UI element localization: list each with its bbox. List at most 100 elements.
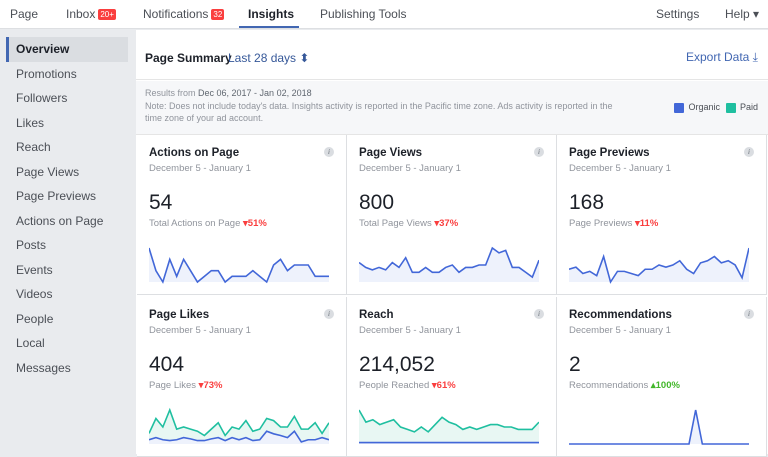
- card-label: Total Actions on Page: [149, 218, 241, 229]
- card-change: 11%: [639, 218, 659, 229]
- card-date-range: December 5 - January 1: [359, 163, 461, 174]
- sparkline-chart: [149, 407, 329, 444]
- info-icon[interactable]: i: [534, 147, 544, 157]
- settings-link[interactable]: Settings: [656, 7, 699, 21]
- info-icon[interactable]: i: [744, 147, 754, 157]
- card-label: Total Page Views: [359, 218, 432, 229]
- organic-line: [359, 246, 539, 279]
- sidebar-item-videos[interactable]: Videos: [16, 287, 53, 301]
- card-title: Page Previews: [569, 147, 650, 159]
- results-range: Dec 06, 2017 - Jan 02, 2018: [198, 88, 312, 98]
- tab-notifications[interactable]: Notifications 32: [143, 7, 225, 21]
- paid-area: [359, 410, 539, 444]
- sidebar-item-page-previews[interactable]: Page Previews: [16, 189, 97, 203]
- card-label-row: Total Page Views ▾37%: [359, 218, 544, 229]
- card-value: 800: [359, 191, 395, 214]
- sidebar-item-local[interactable]: Local: [16, 336, 45, 350]
- card-title: Reach: [359, 309, 394, 321]
- organic-swatch: [674, 102, 685, 113]
- tab-insights-label: Insights: [248, 7, 295, 21]
- card-value: 404: [149, 353, 185, 376]
- sidebar-item-messages[interactable]: Messages: [16, 360, 71, 375]
- legend-organic: Organic: [674, 101, 720, 114]
- card-label: People Reached: [359, 380, 430, 391]
- sidebar-item-page-views[interactable]: Page Views: [16, 164, 80, 179]
- organic-line: [569, 247, 749, 284]
- paid-line: [359, 409, 539, 433]
- info-icon[interactable]: i: [534, 309, 544, 319]
- card-recommendations[interactable]: Recommendations i December 5 - January 1…: [557, 297, 767, 457]
- organic-line: [569, 409, 749, 445]
- card-title: Page Likes: [149, 309, 210, 321]
- card-label-row: Page Likes ▾73%: [149, 380, 334, 391]
- paid-area: [149, 410, 329, 444]
- card-date-range: December 5 - January 1: [149, 163, 251, 174]
- note-text: Note: Does not include today's data. Ins…: [145, 100, 613, 124]
- results-note: Results from Dec 06, 2017 - Jan 02, 2018…: [136, 81, 768, 135]
- sidebar-item-actions-on-page[interactable]: Actions on Page: [16, 213, 104, 228]
- organic-line: [149, 247, 329, 284]
- card-label: Recommendations: [569, 380, 649, 391]
- card-label-row: Page Previews ▾11%: [569, 218, 754, 229]
- card-value: 214,052: [359, 353, 435, 376]
- paid-line: [149, 407, 329, 437]
- info-icon[interactable]: i: [744, 309, 754, 319]
- trend-down-icon: ▾: [243, 218, 248, 229]
- card-page-views[interactable]: Page Views i December 5 - January 1 800 …: [347, 135, 557, 295]
- card-change: 37%: [439, 218, 459, 229]
- sparkline-chart: [569, 409, 749, 445]
- tab-page-label: Page: [10, 7, 39, 21]
- legend-paid-label: Paid: [739, 102, 758, 112]
- sparkline-chart: [569, 247, 749, 284]
- trend-down-icon: ▾: [635, 218, 640, 229]
- info-icon[interactable]: i: [324, 309, 334, 319]
- sidebar-item-overview[interactable]: Overview: [6, 37, 128, 62]
- card-page-previews[interactable]: Page Previews i December 5 - January 1 1…: [557, 135, 767, 295]
- help-menu[interactable]: Help ▾: [725, 7, 759, 21]
- card-label-row: Recommendations ▴100%: [569, 380, 754, 391]
- card-date-range: December 5 - January 1: [359, 325, 461, 336]
- organic-line: [149, 430, 329, 443]
- legend-paid: Paid: [725, 101, 758, 114]
- card-reach[interactable]: Reach i December 5 - January 1 214,052 P…: [347, 297, 557, 457]
- sparkline-chart: [359, 409, 539, 444]
- card-page-likes[interactable]: Page Likes i December 5 - January 1 404 …: [137, 297, 347, 457]
- sidebar-item-followers[interactable]: Followers: [16, 91, 68, 105]
- sidebar-item-events[interactable]: Events: [16, 262, 53, 277]
- tab-inbox[interactable]: Inbox 20+: [66, 7, 116, 21]
- card-date-range: December 5 - January 1: [569, 163, 671, 174]
- card-change: 61%: [436, 380, 456, 391]
- trend-down-icon: ▾: [198, 380, 204, 391]
- sidebar-item-reach[interactable]: Reach: [16, 140, 51, 154]
- card-label: Page Previews: [569, 218, 633, 229]
- card-date-range: December 5 - January 1: [569, 325, 671, 336]
- sidebar: Overview Promotions Followers Likes Reach Pag…: [0, 30, 136, 454]
- tab-insights[interactable]: Insights: [248, 7, 294, 21]
- sparkline-chart: [359, 246, 539, 282]
- sidebar-item-likes[interactable]: Likes: [16, 115, 45, 130]
- organic-area: [569, 410, 749, 444]
- info-icon[interactable]: i: [324, 147, 334, 157]
- export-data-button[interactable]: Export Data ⤓: [685, 50, 758, 64]
- card-title: Recommendations: [569, 309, 672, 321]
- sidebar-item-people[interactable]: People: [16, 311, 54, 326]
- top-nav: Page Inbox 20+ Notifications 32 Insights P…: [0, 0, 768, 29]
- card-value: 168: [569, 191, 605, 214]
- card-actions-on-page[interactable]: Actions on Page i December 5 - January 1…: [137, 135, 347, 295]
- notifications-badge: 32: [211, 8, 225, 20]
- organic-area: [359, 248, 539, 282]
- page-summary-header: Page Summary Last 28 days ⬍ Export Data …: [136, 30, 768, 80]
- legend: Organic Paid: [674, 101, 758, 114]
- tab-publishing-tools[interactable]: Publishing Tools: [320, 7, 407, 21]
- card-value: 54: [149, 191, 173, 214]
- card-value: 2: [569, 353, 581, 376]
- trend-down-icon: ▾: [434, 218, 440, 229]
- card-change: 73%: [203, 380, 223, 391]
- date-range-select[interactable]: Last 28 days ⬍: [228, 51, 310, 65]
- tab-page[interactable]: Page: [10, 7, 38, 21]
- card-date-range: December 5 - January 1: [149, 325, 251, 336]
- sidebar-item-promotions[interactable]: Promotions: [16, 66, 77, 81]
- organic-area: [149, 431, 329, 444]
- sidebar-item-posts[interactable]: Posts: [16, 238, 47, 252]
- tab-publishing-label: Publishing Tools: [320, 7, 407, 21]
